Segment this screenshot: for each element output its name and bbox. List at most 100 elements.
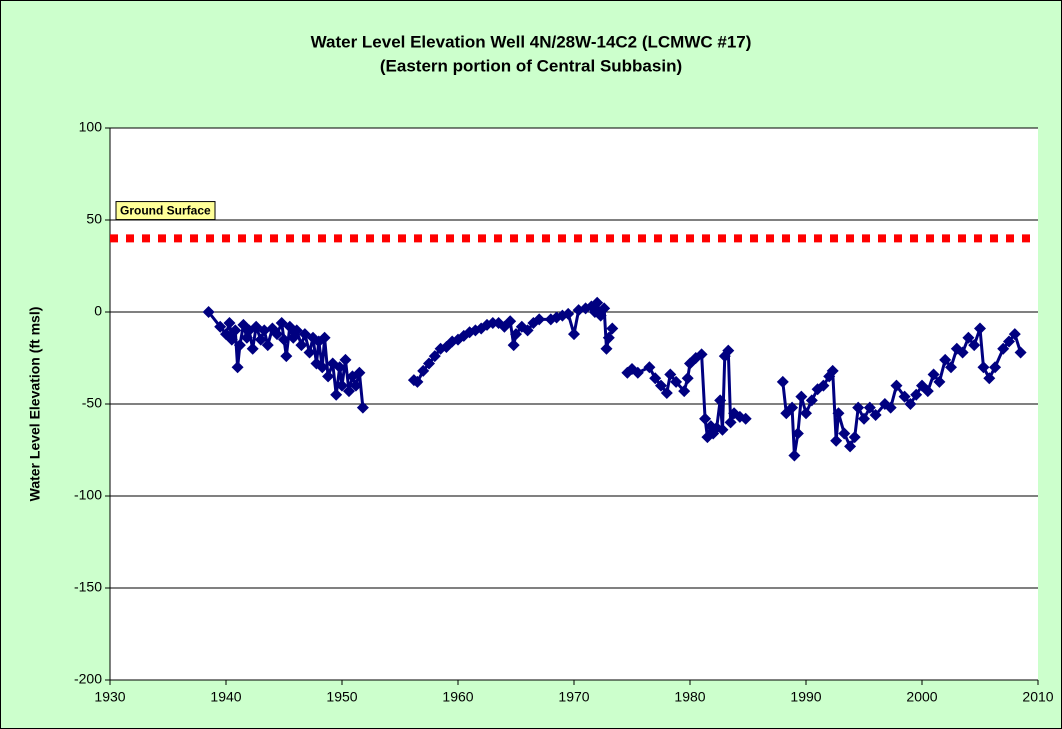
- data-point: [786, 401, 799, 414]
- y-tick-label: 100: [79, 119, 103, 135]
- data-point: [411, 375, 424, 388]
- x-tick-label: 1960: [442, 689, 473, 705]
- x-tick-label: 1940: [210, 689, 241, 705]
- data-point: [695, 348, 708, 361]
- data-point: [229, 324, 242, 337]
- data-point: [336, 379, 348, 392]
- data-point: [533, 313, 546, 326]
- data-point: [318, 331, 331, 344]
- data-point: [223, 317, 236, 330]
- data-point: [568, 328, 580, 341]
- data-point: [714, 394, 727, 407]
- data-point: [643, 361, 656, 374]
- data-point: [600, 342, 613, 355]
- data-point: [202, 306, 215, 318]
- x-tick-label: 2000: [906, 689, 937, 705]
- data-point: [724, 416, 737, 429]
- data-point: [664, 368, 677, 381]
- data-point: [333, 361, 346, 374]
- data-point: [295, 339, 308, 352]
- data-point: [910, 388, 923, 401]
- data-point: [649, 372, 662, 385]
- data-point: [322, 370, 335, 383]
- data-point: [989, 361, 1002, 374]
- data-point: [904, 398, 917, 410]
- data-point: [848, 431, 861, 444]
- data-point: [805, 394, 818, 407]
- data-point: [521, 324, 534, 337]
- data-point: [852, 401, 865, 414]
- data-point: [602, 331, 615, 344]
- data-point: [974, 322, 986, 335]
- reference-label: Ground Surface: [120, 204, 211, 218]
- data-point: [280, 350, 293, 363]
- data-point: [968, 339, 981, 352]
- data-point: [962, 331, 975, 344]
- data-point: [858, 412, 870, 425]
- data-point: [977, 361, 990, 374]
- data-point: [510, 328, 522, 341]
- data-point: [739, 412, 752, 425]
- data-point: [254, 333, 267, 346]
- data-point: [278, 333, 290, 346]
- data-point: [342, 385, 355, 398]
- data-point: [356, 401, 369, 414]
- data-point: [890, 379, 903, 392]
- data-point: [562, 307, 575, 320]
- data-point: [681, 372, 694, 385]
- data-point: [983, 372, 996, 385]
- data-point: [1014, 346, 1027, 359]
- data-point: [838, 427, 851, 440]
- data-point: [722, 344, 735, 357]
- x-tick-label: 1930: [94, 689, 125, 705]
- data-point: [1008, 328, 1021, 341]
- y-axis-label: Water Level Elevation (ft msl): [27, 307, 43, 502]
- data-point: [353, 366, 366, 379]
- data-point: [795, 390, 808, 403]
- plot-layer: -200 -150 -100 -50 0 50 100 1930 1940 1950 1960 197…: [74, 119, 1054, 705]
- data-point: [817, 379, 830, 392]
- data-point: [921, 385, 934, 398]
- data-point: [699, 412, 712, 425]
- data-point: [863, 401, 876, 414]
- x-tick-label: 2010: [1022, 689, 1053, 705]
- data-point: [606, 322, 619, 335]
- data-point: [423, 357, 435, 370]
- y-tick-label: -200: [74, 671, 102, 687]
- data-point: [507, 339, 520, 352]
- data-point: [716, 423, 729, 436]
- data-point: [246, 342, 259, 355]
- data-point: [800, 407, 812, 420]
- data-point: [956, 346, 969, 359]
- data-point: [884, 401, 897, 414]
- data-point: [660, 386, 673, 399]
- data-point: [898, 390, 911, 403]
- data-point: [830, 434, 843, 447]
- data-point: [670, 375, 683, 388]
- data-point: [261, 339, 274, 352]
- data-point: [1003, 335, 1015, 348]
- data-point: [417, 364, 430, 377]
- x-tick-label: 1950: [326, 689, 357, 705]
- data-point: [678, 385, 691, 398]
- data-point: [791, 427, 804, 440]
- data-point: [832, 407, 845, 420]
- data-point: [945, 361, 957, 374]
- data-point: [997, 342, 1010, 355]
- data-point: [826, 364, 839, 377]
- data-point: [233, 339, 246, 352]
- y-tick-label: -150: [74, 579, 102, 595]
- data-point: [330, 388, 343, 401]
- data-point: [231, 361, 244, 374]
- data-point: [225, 333, 238, 346]
- data-point: [316, 361, 329, 374]
- data-point: [933, 375, 946, 388]
- data-point: [271, 328, 284, 341]
- data-point: [303, 346, 316, 359]
- data-point: [869, 409, 882, 422]
- data-point: [349, 379, 362, 392]
- y-tick-label: 0: [94, 303, 102, 319]
- data-point: [776, 375, 789, 388]
- data-point: [655, 379, 667, 392]
